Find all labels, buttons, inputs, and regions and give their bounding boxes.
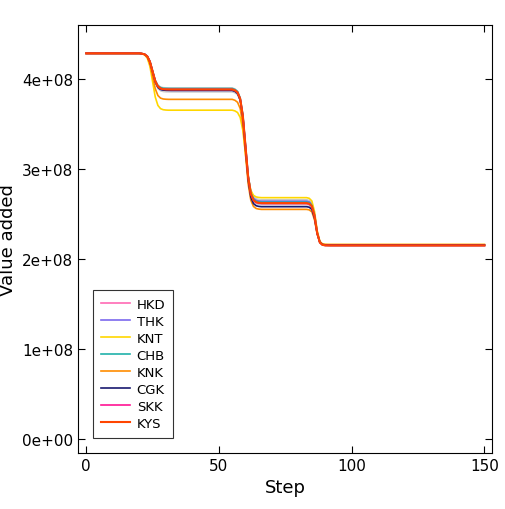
KYS (277, 201, 283, 207)
SKK (481, 243, 487, 249)
CGK (277, 204, 283, 210)
SKK (83, 51, 89, 58)
KYS (327, 243, 333, 249)
KNT (327, 242, 333, 248)
SKK (224, 87, 230, 93)
SKK (338, 243, 344, 249)
THK (327, 242, 333, 248)
KYS (325, 243, 331, 249)
KNK (277, 207, 283, 213)
THK (338, 242, 344, 248)
KNK (476, 242, 482, 248)
CHB (481, 243, 487, 249)
SKK (277, 201, 283, 207)
KNT (338, 242, 344, 248)
KNK (83, 51, 89, 58)
CHB (327, 243, 333, 249)
KNT (325, 242, 331, 248)
CGK (481, 242, 487, 248)
HKD (83, 51, 89, 58)
HKD (365, 243, 371, 249)
THK (476, 242, 482, 248)
Line: KNT: KNT (86, 54, 484, 245)
KYS (224, 87, 230, 93)
KYS (476, 243, 482, 249)
KYS (481, 243, 487, 249)
CHB (224, 87, 230, 93)
CHB (365, 243, 371, 249)
KNT (83, 51, 89, 58)
SKK (327, 243, 333, 249)
CHB (277, 200, 283, 206)
Legend: HKD, THK, KNT, CHB, KNK, CGK, SKK, KYS: HKD, THK, KNT, CHB, KNK, CGK, SKK, KYS (93, 291, 173, 438)
CHB (338, 243, 344, 249)
KNK (325, 242, 331, 248)
SKK (476, 243, 482, 249)
Line: KYS: KYS (86, 54, 484, 246)
Line: CHB: CHB (86, 54, 484, 246)
CHB (83, 51, 89, 58)
HKD (476, 243, 482, 249)
KNT (277, 195, 283, 202)
CGK (83, 51, 89, 58)
Line: CGK: CGK (86, 54, 484, 245)
HKD (325, 243, 331, 249)
CGK (476, 242, 482, 248)
CGK (325, 242, 331, 248)
Line: THK: THK (86, 54, 484, 245)
CHB (476, 243, 482, 249)
Line: SKK: SKK (86, 54, 484, 246)
KYS (338, 243, 344, 249)
THK (277, 199, 283, 205)
SKK (365, 243, 371, 249)
KNT (476, 242, 482, 248)
Line: KNK: KNK (86, 54, 484, 245)
KNK (224, 97, 230, 103)
THK (83, 51, 89, 58)
KNK (481, 242, 487, 248)
CHB (325, 243, 331, 249)
SKK (325, 243, 331, 249)
KNT (224, 108, 230, 114)
HKD (277, 201, 283, 207)
KYS (83, 51, 89, 58)
THK (224, 88, 230, 94)
CGK (338, 242, 344, 248)
CGK (365, 242, 371, 248)
HKD (481, 243, 487, 249)
THK (481, 242, 487, 248)
Y-axis label: Value added: Value added (0, 183, 17, 295)
KNT (481, 242, 487, 248)
THK (365, 242, 371, 248)
CGK (327, 242, 333, 248)
CGK (224, 88, 230, 94)
KNK (327, 242, 333, 248)
HKD (338, 243, 344, 249)
KNK (365, 242, 371, 248)
KYS (365, 243, 371, 249)
THK (325, 242, 331, 248)
HKD (327, 243, 333, 249)
HKD (224, 87, 230, 93)
KNK (338, 242, 344, 248)
KNT (365, 242, 371, 248)
Line: HKD: HKD (86, 54, 484, 246)
X-axis label: Step: Step (265, 478, 306, 496)
